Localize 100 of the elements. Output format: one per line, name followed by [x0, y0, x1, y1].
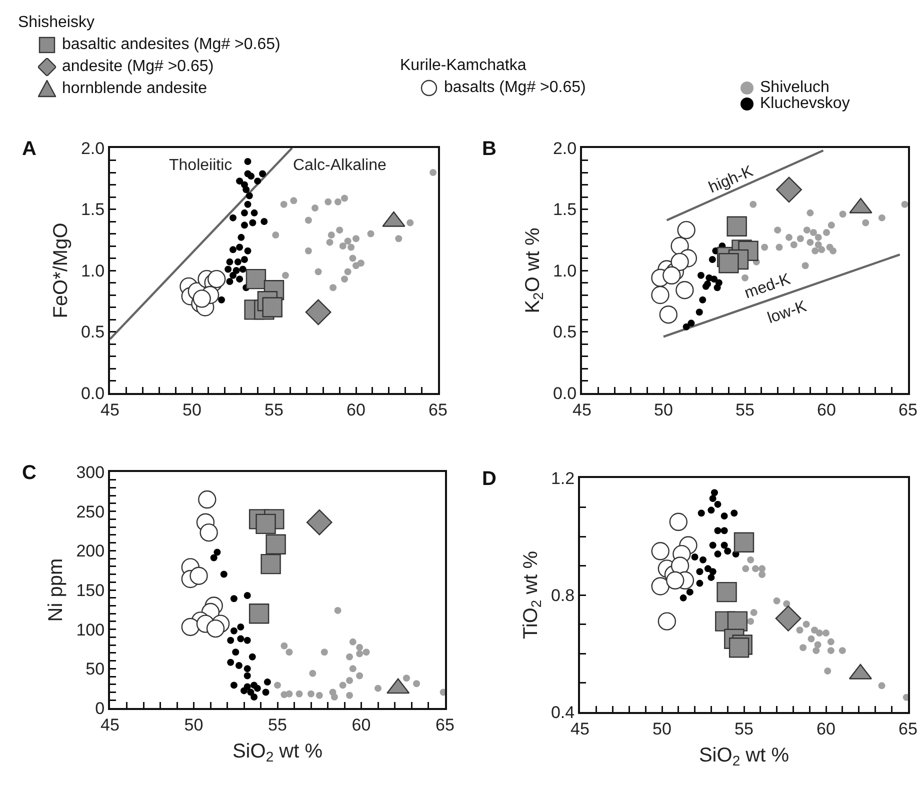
point	[651, 286, 670, 304]
point	[250, 693, 258, 700]
point	[670, 252, 689, 272]
point	[720, 512, 728, 520]
x-tick-label: 45	[572, 400, 592, 420]
point	[659, 306, 678, 324]
point	[356, 650, 364, 658]
point	[328, 231, 335, 238]
point	[280, 200, 288, 208]
point	[367, 230, 374, 238]
point	[306, 509, 332, 536]
point	[280, 642, 288, 650]
point	[280, 691, 288, 698]
point	[244, 672, 251, 680]
point	[230, 272, 236, 279]
legend-label: basaltic andesites (Mg# >0.65)	[62, 35, 280, 55]
legend-label: basalts (Mg# >0.65)	[444, 78, 586, 98]
point	[666, 571, 684, 590]
point	[250, 209, 258, 216]
point	[704, 280, 712, 288]
point	[714, 284, 721, 292]
point	[312, 204, 318, 212]
point	[224, 266, 232, 273]
point	[691, 553, 698, 560]
point	[720, 542, 728, 549]
point	[704, 565, 712, 572]
x-tick-label: 60	[346, 400, 366, 420]
point	[709, 494, 716, 502]
point	[264, 678, 271, 686]
point	[714, 550, 722, 558]
x-tick-label: 45	[570, 719, 590, 738]
point	[314, 268, 322, 276]
legend-title: Shisheisky	[18, 13, 96, 33]
point	[818, 246, 826, 254]
point	[728, 638, 750, 658]
y-tick-label: 0.5	[552, 322, 577, 342]
point	[240, 222, 248, 229]
point	[226, 278, 234, 286]
point	[286, 648, 293, 656]
legend-label: hornblende andesite	[62, 79, 208, 99]
point	[346, 653, 354, 660]
point	[237, 635, 244, 642]
point	[304, 216, 312, 224]
x-tick-label: 60	[816, 719, 836, 738]
point	[346, 692, 354, 699]
point	[234, 258, 242, 266]
point	[352, 235, 360, 242]
point	[830, 247, 837, 254]
point	[309, 670, 316, 677]
point	[226, 258, 234, 266]
point	[254, 178, 262, 185]
x-tick-label: 50	[654, 400, 673, 420]
point	[330, 284, 337, 292]
point	[838, 647, 846, 654]
point	[320, 648, 328, 656]
point	[824, 668, 832, 675]
x-tick-label: 65	[898, 719, 918, 738]
x-axis-title: SiO$_{2}$ wt %	[698, 744, 790, 769]
point	[214, 548, 221, 556]
point	[750, 200, 757, 208]
legend-label: Shiveluch	[760, 79, 830, 96]
point	[304, 247, 312, 254]
point	[344, 238, 352, 245]
point	[237, 623, 244, 630]
point	[244, 158, 252, 165]
point	[374, 684, 382, 692]
point	[244, 665, 251, 672]
point	[680, 594, 687, 602]
point	[796, 235, 804, 242]
point	[686, 588, 694, 596]
point	[669, 512, 688, 531]
point	[230, 682, 238, 689]
point	[812, 647, 820, 654]
y-tick-label: 1.5	[552, 200, 577, 220]
point	[344, 268, 352, 276]
point	[878, 214, 886, 222]
point	[244, 247, 252, 254]
y-tick-label: 2.0	[552, 138, 577, 158]
point	[758, 565, 766, 572]
point	[651, 577, 670, 596]
point	[677, 220, 696, 240]
y-tick-label: 0.0	[552, 384, 577, 403]
x-tick-label: 60	[817, 400, 836, 420]
point	[227, 658, 234, 666]
y-tick-label: 1.0	[552, 261, 577, 280]
y-tick-label: 250	[76, 502, 105, 522]
point	[828, 222, 835, 229]
x-tick-label: 60	[352, 715, 371, 734]
point	[248, 604, 270, 624]
y-tick-label: 300	[76, 462, 105, 482]
point	[814, 641, 822, 648]
y-tick-label: 0	[95, 698, 105, 718]
point	[227, 636, 234, 644]
point	[803, 226, 810, 234]
point	[339, 242, 346, 250]
point	[651, 542, 670, 560]
x-tick-label: 55	[736, 400, 754, 420]
point	[356, 672, 364, 680]
point	[776, 244, 783, 251]
x-tick-label: 45	[100, 715, 120, 734]
